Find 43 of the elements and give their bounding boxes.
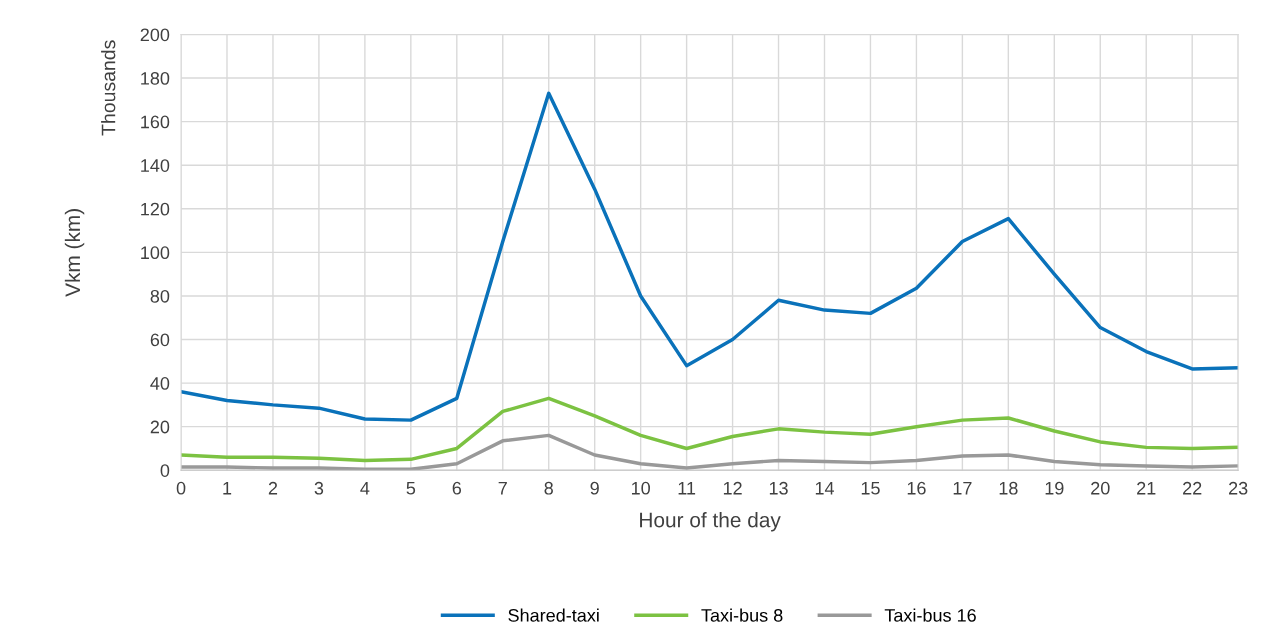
y-axis-title: Vkm (km) — [64, 209, 85, 297]
line-series — [181, 396, 1239, 463]
y-tick-label: 80 — [150, 289, 170, 303]
x-tick-label: 18 — [999, 481, 1018, 495]
x-tick-label: 17 — [953, 482, 972, 495]
x-tick-label: 3 — [314, 481, 324, 495]
x-tick-label: 4 — [360, 482, 370, 495]
x-tick-label: 9 — [590, 481, 599, 495]
x-tick-label: 16 — [907, 481, 926, 495]
x-tick-label: 15 — [861, 482, 880, 495]
x-tick-label: 23 — [1229, 481, 1248, 495]
x-tick-label: 14 — [815, 482, 835, 495]
y-tick-label: 40 — [150, 377, 170, 390]
x-tick-label: 8 — [544, 481, 553, 495]
x-tick-label: 22 — [1183, 481, 1202, 495]
y-tick-label: 60 — [150, 333, 170, 347]
text: Thousands — [101, 40, 116, 136]
x-tick-label: 1 — [223, 482, 232, 495]
y-tick-label: 200 — [140, 28, 170, 42]
x-tick-label: 10 — [631, 481, 650, 495]
y-tick-label: 120 — [141, 202, 170, 216]
x-tick-label: 11 — [678, 482, 696, 495]
y-tick-label: 100 — [141, 246, 170, 260]
x-tick-label: 0 — [176, 481, 186, 495]
y-tick-label: 160 — [141, 115, 170, 129]
line-series — [181, 91, 1239, 422]
y-tick-label: 140 — [141, 159, 170, 172]
x-axis-title: Hour of the day — [640, 512, 781, 532]
x-tick-label: 20 — [1091, 481, 1110, 495]
x-tick-label: 19 — [1045, 481, 1064, 495]
legend-label: Shared-taxi — [508, 608, 599, 622]
x-tick-label: 13 — [769, 481, 788, 495]
y-tick-label: 180 — [141, 72, 170, 85]
x-tick-label: 6 — [452, 481, 462, 495]
x-tick-label: 12 — [723, 481, 742, 495]
x-tick-label: 21 — [1137, 481, 1156, 495]
x-tick-label: 5 — [406, 482, 416, 495]
x-tick-label: 2 — [268, 481, 278, 495]
legend-label: Taxi-bus 8 — [701, 608, 783, 622]
x-tick-label: 7 — [498, 482, 507, 495]
y-tick-label: 20 — [150, 420, 170, 434]
y-tick-label: 0 — [160, 464, 170, 477]
legend-label: Taxi-bus 16 — [884, 608, 976, 622]
